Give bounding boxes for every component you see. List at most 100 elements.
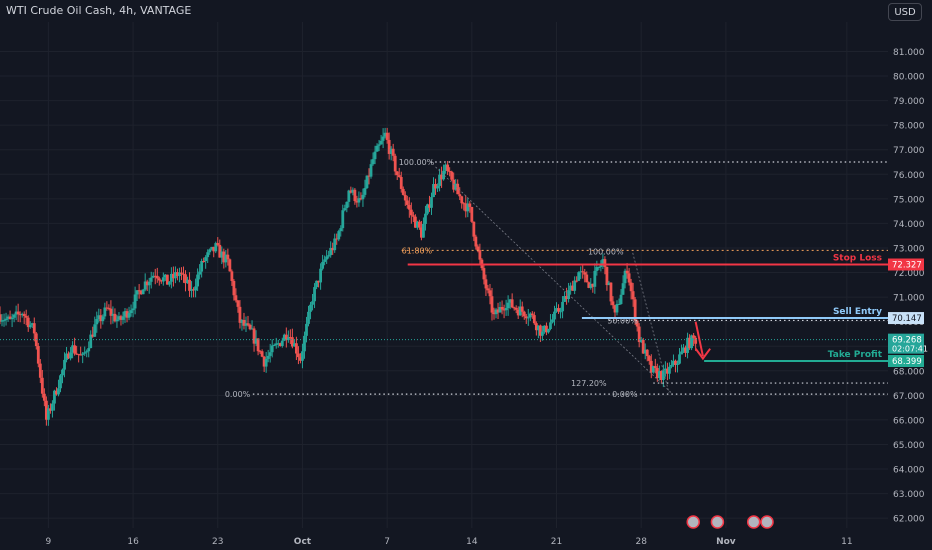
candle-body <box>649 360 653 373</box>
candle-body <box>105 307 109 309</box>
candle-body <box>571 285 575 291</box>
candle-body <box>341 210 345 229</box>
candle-body <box>109 308 113 316</box>
candle-body <box>14 311 18 315</box>
candle-body <box>278 343 282 346</box>
candle-body <box>613 305 617 313</box>
candle-body <box>137 290 141 292</box>
candle-body <box>524 316 528 319</box>
candle-body <box>393 155 397 172</box>
candle-body <box>315 280 318 288</box>
candle-body <box>434 184 437 189</box>
candle-body <box>569 285 573 291</box>
candle-body <box>397 175 401 177</box>
candle-body <box>420 227 423 238</box>
candle-body <box>53 390 56 404</box>
candle-body <box>528 313 532 318</box>
candle-body <box>16 311 20 315</box>
candle-body <box>422 223 425 238</box>
y-tick-label: 64.000 <box>893 466 925 476</box>
candle-body <box>504 308 508 311</box>
candle-body <box>79 354 83 356</box>
candle-body <box>331 247 335 251</box>
candle-body <box>155 275 159 279</box>
candle-body <box>8 316 12 320</box>
candle-body <box>204 257 208 262</box>
candle-body <box>438 174 441 186</box>
candle-body <box>270 345 274 353</box>
candle-body <box>591 283 595 287</box>
candle-body <box>415 221 419 228</box>
candle-body <box>135 290 139 295</box>
candle-body <box>605 266 609 286</box>
level-label: Sell Entry <box>833 307 882 317</box>
candle-body <box>512 307 516 309</box>
x-tick-label: 28 <box>635 537 647 547</box>
candle-body <box>357 198 361 203</box>
candle-body <box>692 335 696 338</box>
candle-body <box>30 323 34 325</box>
candle-body <box>688 337 691 349</box>
candle-body <box>444 164 448 171</box>
candle-body <box>575 280 579 282</box>
candle-body <box>363 188 367 195</box>
candle-body <box>196 274 200 287</box>
current-price-tag <box>888 333 924 354</box>
y-tick-label: 80.000 <box>893 73 925 83</box>
y-tick-label: 78.000 <box>893 122 925 132</box>
candle-body <box>49 408 52 411</box>
fib-trend-line <box>632 252 670 394</box>
candle-body <box>337 231 341 240</box>
candle-body <box>266 355 270 359</box>
candle-body <box>559 311 562 313</box>
candle-body <box>522 311 526 317</box>
candle-body <box>418 221 421 228</box>
candle-body <box>448 171 452 173</box>
candle-body <box>478 250 482 260</box>
candle-body <box>167 281 171 285</box>
candle-body <box>470 206 474 222</box>
candle-body <box>466 203 470 212</box>
candle-body <box>176 272 179 277</box>
candle-body <box>288 337 292 339</box>
candle-body <box>292 343 296 347</box>
candle-body <box>321 261 325 269</box>
currency-button[interactable]: USD <box>888 3 922 21</box>
candle-body <box>510 299 514 308</box>
candle-body <box>666 368 669 374</box>
candle-body <box>603 259 607 267</box>
candle-body <box>534 323 538 331</box>
candle-body <box>161 277 165 282</box>
candle-body <box>335 238 339 240</box>
candle-body <box>6 316 10 319</box>
event-flag-icon <box>686 515 700 529</box>
candle-body <box>212 246 216 252</box>
candle-body <box>36 346 40 364</box>
candle-body <box>647 356 651 361</box>
candle-body <box>589 283 593 288</box>
candle-body <box>172 273 175 279</box>
candle-body <box>12 314 16 318</box>
candle-body <box>151 275 155 278</box>
candle-body <box>317 280 320 283</box>
candle-body <box>389 148 393 154</box>
candle-body <box>518 306 522 316</box>
candle-body <box>2 320 6 322</box>
y-tick-label: 72.000 <box>893 269 925 279</box>
candle-body <box>359 198 363 200</box>
candle-body <box>365 175 369 189</box>
candle-body <box>228 259 232 272</box>
fib-trend-line <box>435 166 672 394</box>
candle-body <box>153 275 157 277</box>
candle-body <box>557 308 560 312</box>
candle-body <box>460 196 464 204</box>
candle-body <box>637 326 641 343</box>
candle-body <box>165 274 169 285</box>
candle-body <box>450 171 454 180</box>
price-tag-label: 68.399 <box>892 357 922 367</box>
candle-body <box>492 312 496 315</box>
candle-body <box>428 204 431 208</box>
candle-body <box>442 170 445 180</box>
candle-body <box>282 334 286 341</box>
